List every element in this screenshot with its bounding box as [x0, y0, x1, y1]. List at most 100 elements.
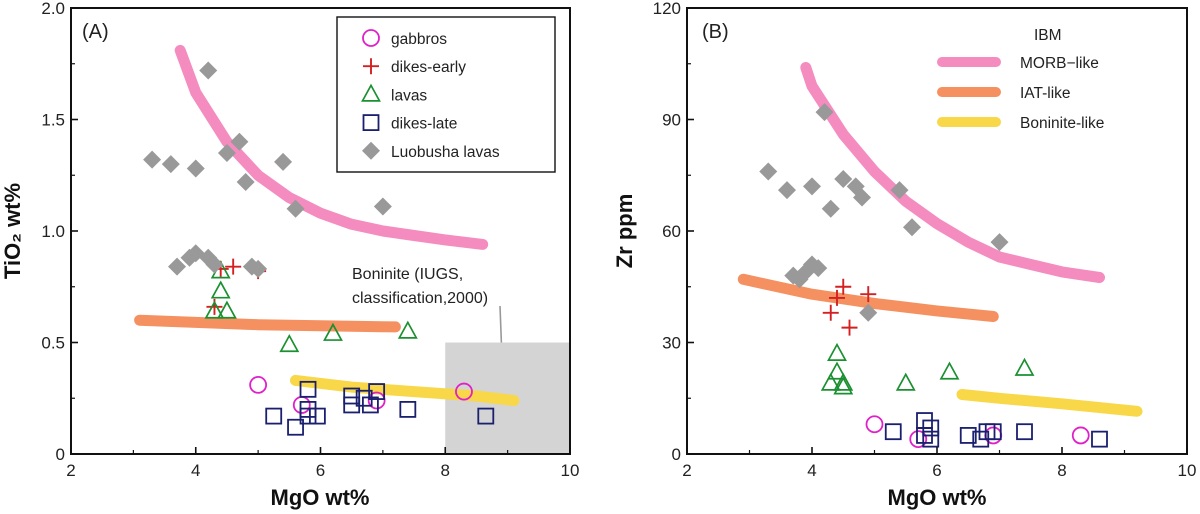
point-luobusha-lavas-a-2 [217, 143, 236, 162]
point-lavas-b-6 [939, 361, 960, 380]
y-tick-label-a-2: 1.0 [41, 222, 65, 241]
legend-b: IBM MORB−like IAT-like Boninite-like [937, 27, 1104, 132]
point-lavas-b-7 [1014, 357, 1035, 376]
panel-b: 2 4 6 8 10 0 30 60 90 120 (B) IBM MORB−like IAT-lik… [612, 0, 1196, 510]
point-dikes-early-b-0 [835, 278, 852, 295]
x-tick-label-a-3: 8 [441, 461, 450, 480]
legend-a-label-gabbros: gabbros [391, 31, 447, 48]
y-tick-label-a-3: 1.5 [41, 111, 65, 130]
x-tick-label-a-0: 2 [66, 461, 75, 480]
point-luobusha-lavas-b-15 [790, 270, 809, 289]
point-dikes-late-a-5 [308, 407, 326, 425]
curve-morb-like-b [800, 62, 1105, 283]
curve-morb-like-a [174, 44, 489, 250]
point-gabbros-b-0 [865, 415, 884, 434]
point-luobusha-lavas-a-4 [143, 150, 162, 169]
y-tick-label-b-1: 30 [662, 334, 681, 353]
legend-a-label-lavas: lavas [391, 87, 427, 104]
point-luobusha-lavas-a-8 [286, 199, 305, 218]
point-luobusha-lavas-a-9 [373, 197, 392, 216]
legend-a: gabbros dikes-early lavas dikes-late Luobush… [336, 16, 556, 173]
curve-boninite-like-a [290, 374, 520, 406]
point-dikes-late-b-9 [1016, 423, 1033, 441]
point-lavas-b-4 [833, 376, 854, 395]
point-dikes-late-b-4 [922, 430, 940, 448]
x-tick-label-a-4: 10 [561, 461, 580, 480]
legend-a-marker-gabbros [362, 29, 380, 47]
x-tick-label-b-1: 4 [807, 461, 816, 480]
point-dikes-late-a-4 [299, 407, 317, 425]
point-luobusha-lavas-b-3 [803, 177, 821, 196]
point-dikes-late-b-0 [884, 423, 902, 441]
curve-boninite-like-b [956, 389, 1143, 417]
point-dikes-early-b-3 [822, 304, 839, 321]
y-tick-label-b-0: 0 [672, 445, 681, 464]
legend-b-label-2: Boninite-like [1020, 115, 1104, 132]
legend-b-label-1: IAT-like [1020, 85, 1071, 102]
point-gabbros-b-3 [1071, 426, 1090, 445]
point-dikes-late-a-1 [287, 418, 304, 436]
point-lavas-b-0 [827, 342, 847, 361]
point-luobusha-lavas-b-16 [859, 303, 878, 322]
point-dikes-late-b-8 [984, 423, 1002, 441]
point-dikes-late-b-3 [916, 427, 933, 444]
y-tick-label-a-0: 0 [56, 445, 65, 464]
legend-a-label-dikes-late: dikes-late [391, 116, 457, 133]
legend-a-marker-dikes-early [363, 58, 379, 75]
point-lavas-a-2 [210, 280, 231, 299]
legend-a-marker-lavas [361, 83, 381, 102]
point-luobusha-lavas-b-1 [759, 162, 778, 181]
point-luobusha-lavas-a-7 [236, 172, 255, 191]
point-gabbros-a-2 [367, 391, 386, 410]
point-luobusha-lavas-b-14 [809, 259, 828, 278]
y-tick-label-b-3: 90 [662, 111, 681, 130]
boninite-annotation-leader [499, 305, 503, 343]
point-luobusha-lavas-b-10 [990, 233, 1009, 252]
point-lavas-b-2 [833, 372, 854, 391]
point-dikes-late-a-11 [399, 400, 417, 418]
point-dikes-early-b-2 [860, 286, 877, 303]
point-dikes-early-b-4 [841, 319, 858, 336]
point-lavas-b-1 [827, 361, 847, 380]
point-luobusha-lavas-a-11 [180, 248, 199, 267]
boninite-annotation-line2: classification,2000) [352, 290, 488, 307]
point-luobusha-lavas-a-6 [186, 159, 205, 178]
x-tick-label-b-2: 6 [932, 461, 941, 480]
point-luobusha-lavas-a-16 [249, 259, 268, 278]
point-lavas-a-5 [323, 322, 343, 341]
x-tick-label-a-1: 4 [191, 461, 200, 480]
point-dikes-late-b-5 [959, 427, 977, 444]
x-axis-title-b: MgO wt% [888, 485, 987, 510]
point-dikes-late-a-0 [265, 407, 283, 425]
x-tick-label-b-3: 8 [1057, 461, 1066, 480]
point-luobusha-lavas-b-6 [853, 188, 871, 207]
point-dikes-late-a-2 [299, 380, 317, 398]
point-dikes-late-a-6 [343, 387, 361, 405]
legend-b-label-0: MORB−like [1020, 55, 1099, 72]
panel-label-a: (A) [82, 21, 109, 43]
point-lavas-b-5 [895, 372, 916, 391]
point-dikes-late-a-12 [477, 407, 495, 425]
legend-a-label-luobusha-lavas: Luobusha lavas [391, 144, 500, 161]
y-tick-label-b-2: 60 [662, 222, 681, 241]
point-gabbros-a-1 [292, 396, 311, 414]
legend-a-marker-dikes-late [362, 114, 380, 131]
point-luobusha-lavas-b-2 [778, 181, 796, 200]
point-dikes-late-a-9 [361, 396, 379, 414]
point-luobusha-lavas-b-4 [834, 169, 853, 188]
x-tick-label-b-4: 10 [1178, 461, 1197, 480]
plot-frame-b [686, 7, 1188, 455]
y-tick-label-a-4: 2.0 [41, 0, 65, 18]
point-luobusha-lavas-b-9 [903, 218, 921, 237]
point-dikes-late-b-10 [1091, 430, 1108, 448]
point-lavas-a-1 [217, 300, 237, 319]
y-tick-label-b-4: 120 [653, 0, 681, 18]
point-luobusha-lavas-a-14 [205, 255, 224, 274]
y-axis-title-b: Zr ppm [612, 194, 637, 269]
point-luobusha-lavas-a-0 [199, 61, 218, 80]
point-luobusha-lavas-a-5 [161, 155, 180, 174]
point-luobusha-lavas-a-10 [168, 257, 187, 276]
point-lavas-a-6 [397, 320, 418, 339]
point-dikes-early-a-1 [225, 258, 242, 275]
